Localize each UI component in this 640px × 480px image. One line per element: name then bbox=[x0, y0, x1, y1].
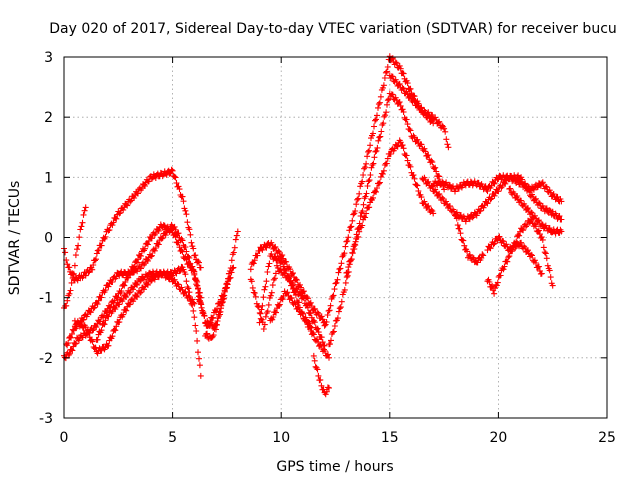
series-5-points bbox=[93, 268, 198, 343]
series-3-points bbox=[63, 221, 204, 349]
y-tick-label-1: -2 bbox=[39, 351, 53, 367]
y-tick-label-4: 1 bbox=[44, 170, 53, 186]
axis-ticks bbox=[63, 56, 608, 419]
series-21-points bbox=[484, 216, 556, 297]
grid bbox=[64, 57, 607, 418]
series-6-points bbox=[191, 228, 241, 333]
series-22-points bbox=[484, 233, 545, 277]
series-16-points bbox=[343, 137, 437, 276]
y-tick-labels: -3 -2 -1 0 1 2 3 bbox=[39, 50, 53, 427]
x-axis-label: GPS time / hours bbox=[276, 459, 393, 475]
series-15-points bbox=[326, 90, 448, 348]
chart-title: Day 020 of 2017, Sidereal Day-to-day VTE… bbox=[49, 21, 617, 37]
x-tick-label-1: 5 bbox=[168, 430, 177, 446]
series-23-points bbox=[506, 185, 565, 237]
x-tick-label-4: 20 bbox=[489, 430, 507, 446]
y-tick-label-0: -3 bbox=[39, 411, 53, 427]
y-tick-label-3: 0 bbox=[44, 231, 53, 247]
x-tick-label-2: 10 bbox=[272, 430, 290, 446]
y-tick-label-2: -1 bbox=[39, 291, 53, 307]
data-points bbox=[61, 53, 565, 398]
series-9-points bbox=[247, 239, 328, 326]
x-tick-label-5: 25 bbox=[598, 430, 616, 446]
series-19-points bbox=[430, 172, 565, 205]
series-20-points bbox=[452, 212, 487, 266]
y-tick-label-6: 3 bbox=[44, 50, 53, 66]
x-tick-label-3: 15 bbox=[381, 430, 399, 446]
series-1-points bbox=[61, 204, 89, 311]
series-18-points bbox=[419, 172, 565, 225]
y-tick-label-5: 2 bbox=[44, 110, 53, 126]
series-8-points bbox=[202, 270, 233, 342]
series-12-points bbox=[267, 288, 315, 331]
series-13-points bbox=[310, 352, 332, 398]
y-axis-label: SDTVAR / TECUs bbox=[7, 181, 23, 296]
x-tick-label-0: 0 bbox=[60, 430, 69, 446]
x-tick-labels: 0 5 10 15 20 25 bbox=[60, 430, 616, 446]
series-17-points bbox=[386, 72, 452, 151]
